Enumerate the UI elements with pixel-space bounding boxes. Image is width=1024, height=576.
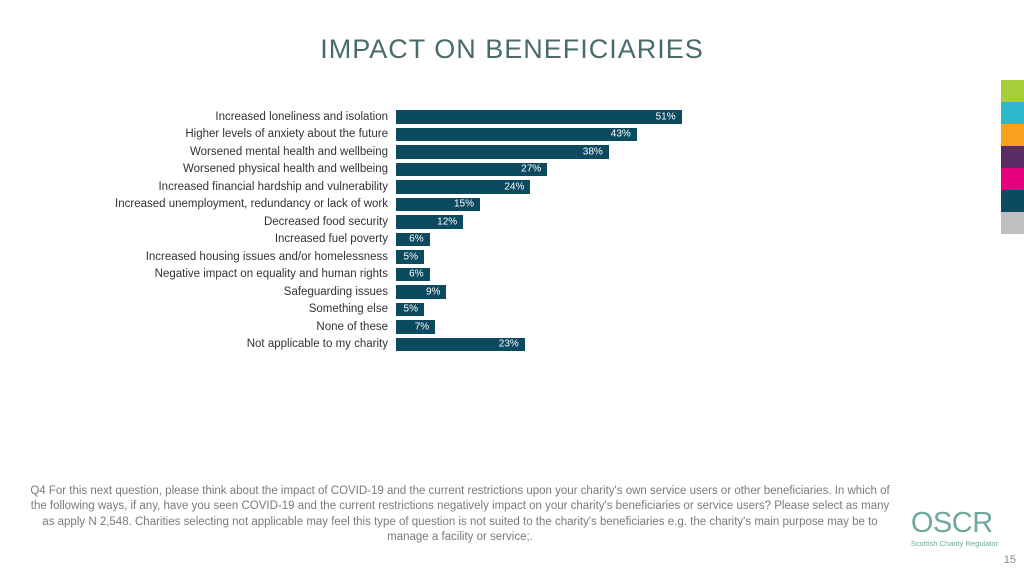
chart-row: None of these 7% (0, 318, 1000, 336)
impact-bar-chart: Increased loneliness and isolation 51% Hig… (0, 108, 1000, 353)
chart-row: Increased financial hardship and vulnera… (0, 178, 1000, 196)
bar-label: Safeguarding issues (0, 286, 396, 298)
bar-value: 6% (409, 269, 423, 280)
bar: 9% (396, 285, 446, 299)
bar: 6% (396, 233, 430, 247)
bar: 15% (396, 198, 480, 212)
bar: 5% (396, 250, 424, 264)
bar-label: None of these (0, 321, 396, 333)
bar-track: 38% (396, 145, 956, 159)
bar-value: 38% (583, 146, 603, 157)
bar-track: 7% (396, 320, 956, 334)
bar-label: Decreased food security (0, 216, 396, 228)
palette-swatch (1001, 168, 1024, 190)
bar: 24% (396, 180, 530, 194)
page-number: 15 (1004, 554, 1016, 566)
bar-track: 12% (396, 215, 956, 229)
bar-label: Worsened physical health and wellbeing (0, 163, 396, 175)
palette-swatch (1001, 124, 1024, 146)
palette-swatch (1001, 212, 1024, 234)
bar: 38% (396, 145, 609, 159)
logo-subtext: Scottish Charity Regulator (911, 539, 998, 548)
bar-value: 27% (521, 164, 541, 175)
chart-row: Safeguarding issues 9% (0, 283, 1000, 301)
bar-value: 7% (415, 321, 429, 332)
bar-track: 23% (396, 338, 956, 352)
bar-label: Increased unemployment, redundancy or la… (0, 198, 396, 210)
chart-row: Negative impact on equality and human ri… (0, 266, 1000, 284)
bar-label: Not applicable to my charity (0, 338, 396, 350)
bar: 5% (396, 303, 424, 317)
page-title: IMPACT ON BENEFICIARIES (0, 0, 1024, 65)
bar-track: 51% (396, 110, 956, 124)
question-footnote: Q4 For this next question, please think … (30, 484, 890, 546)
chart-row: Increased unemployment, redundancy or la… (0, 196, 1000, 214)
bar-value: 5% (404, 251, 418, 262)
bar-track: 9% (396, 285, 956, 299)
bar-label: Negative impact on equality and human ri… (0, 268, 396, 280)
bar: 43% (396, 128, 637, 142)
bar: 23% (396, 338, 525, 352)
bar-value: 6% (409, 234, 423, 245)
chart-row: Not applicable to my charity 23% (0, 336, 1000, 354)
bar-label: Increased loneliness and isolation (0, 111, 396, 123)
bar-label: Something else (0, 303, 396, 315)
palette-swatch (1001, 80, 1024, 102)
chart-row: Something else 5% (0, 301, 1000, 319)
chart-row: Increased loneliness and isolation 51% (0, 108, 1000, 126)
bar-track: 5% (396, 250, 956, 264)
chart-row: Worsened physical health and wellbeing 27… (0, 161, 1000, 179)
bar-value: 51% (656, 111, 676, 122)
bar-track: 24% (396, 180, 956, 194)
palette-swatch (1001, 102, 1024, 124)
bar: 51% (396, 110, 682, 124)
bar-value: 23% (499, 339, 519, 350)
bar-track: 6% (396, 233, 956, 247)
bar-value: 9% (426, 286, 440, 297)
palette-swatch (1001, 146, 1024, 168)
bar-value: 12% (437, 216, 457, 227)
bar: 7% (396, 320, 435, 334)
chart-row: Increased fuel poverty 6% (0, 231, 1000, 249)
bar-track: 5% (396, 303, 956, 317)
bar-track: 27% (396, 163, 956, 177)
chart-row: Higher levels of anxiety about the futur… (0, 126, 1000, 144)
logo-text: OSCR (911, 509, 998, 538)
bar-value: 43% (611, 129, 631, 140)
bar: 12% (396, 215, 463, 229)
oscr-logo: OSCR Scottish Charity Regulator (911, 509, 998, 548)
color-palette-strip (1001, 80, 1024, 234)
bar-label: Increased fuel poverty (0, 233, 396, 245)
bar: 6% (396, 268, 430, 282)
bar-value: 5% (404, 304, 418, 315)
bar-label: Worsened mental health and wellbeing (0, 146, 396, 158)
bar-value: 24% (504, 181, 524, 192)
bar-label: Higher levels of anxiety about the futur… (0, 128, 396, 140)
chart-row: Worsened mental health and wellbeing 38% (0, 143, 1000, 161)
chart-row: Decreased food security 12% (0, 213, 1000, 231)
bar-label: Increased housing issues and/or homeless… (0, 251, 396, 263)
chart-row: Increased housing issues and/or homeless… (0, 248, 1000, 266)
bar: 27% (396, 163, 547, 177)
bar-label: Increased financial hardship and vulnera… (0, 181, 396, 193)
bar-value: 15% (454, 199, 474, 210)
bar-track: 43% (396, 128, 956, 142)
bar-track: 15% (396, 198, 956, 212)
bar-track: 6% (396, 268, 956, 282)
palette-swatch (1001, 190, 1024, 212)
